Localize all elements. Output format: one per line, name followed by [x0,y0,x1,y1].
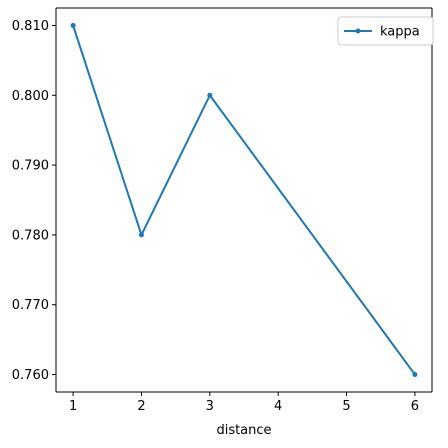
y-tick-label: 0.770 [12,298,49,313]
data-point-kappa-1 [70,22,76,28]
series-line-kappa [72,24,416,376]
legend-marker-kappa [355,28,361,34]
x-tick-label: 6 [411,399,419,414]
y-tick-label: 0.810 [12,19,49,34]
x-tick-label: 2 [137,399,145,414]
axes-layer: 1 2 3 4 5 6 0.760 0.770 0.780 0.790 0.800 0.810 [12,7,433,414]
data-point-kappa-4 [412,372,418,378]
y-tick-label: 0.800 [12,89,49,104]
y-tick-label: 0.790 [12,159,49,174]
x-tick-label: 5 [342,399,350,414]
legend: kappa [337,16,434,46]
x-axis-title: distance [216,423,271,438]
x-tick-label: 3 [206,399,214,414]
legend-box [337,16,434,46]
y-tick-label: 0.780 [12,228,49,243]
plot-area [56,8,432,392]
data-point-kappa-3 [207,92,213,98]
x-tick-label: 1 [69,399,77,414]
series-layer [70,22,418,378]
y-tick-label: 0.760 [12,368,49,383]
x-tick-label: 4 [274,399,282,414]
legend-label-kappa: kappa [380,25,420,40]
data-point-kappa-2 [138,232,144,238]
plot-background [56,8,432,392]
